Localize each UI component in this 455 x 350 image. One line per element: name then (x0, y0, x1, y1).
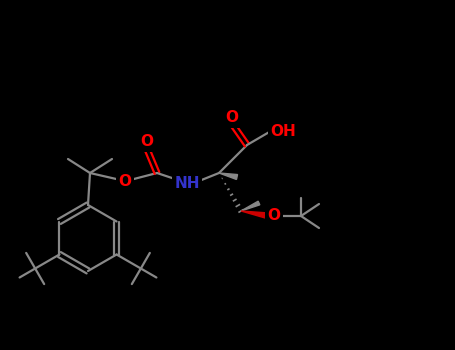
Text: O: O (268, 209, 280, 224)
Polygon shape (219, 173, 238, 180)
Polygon shape (241, 201, 260, 211)
Text: NH: NH (174, 175, 200, 190)
Text: O: O (118, 174, 131, 189)
Text: O: O (226, 111, 238, 126)
Text: O: O (141, 134, 153, 149)
Polygon shape (241, 211, 269, 219)
Text: OH: OH (270, 124, 296, 139)
